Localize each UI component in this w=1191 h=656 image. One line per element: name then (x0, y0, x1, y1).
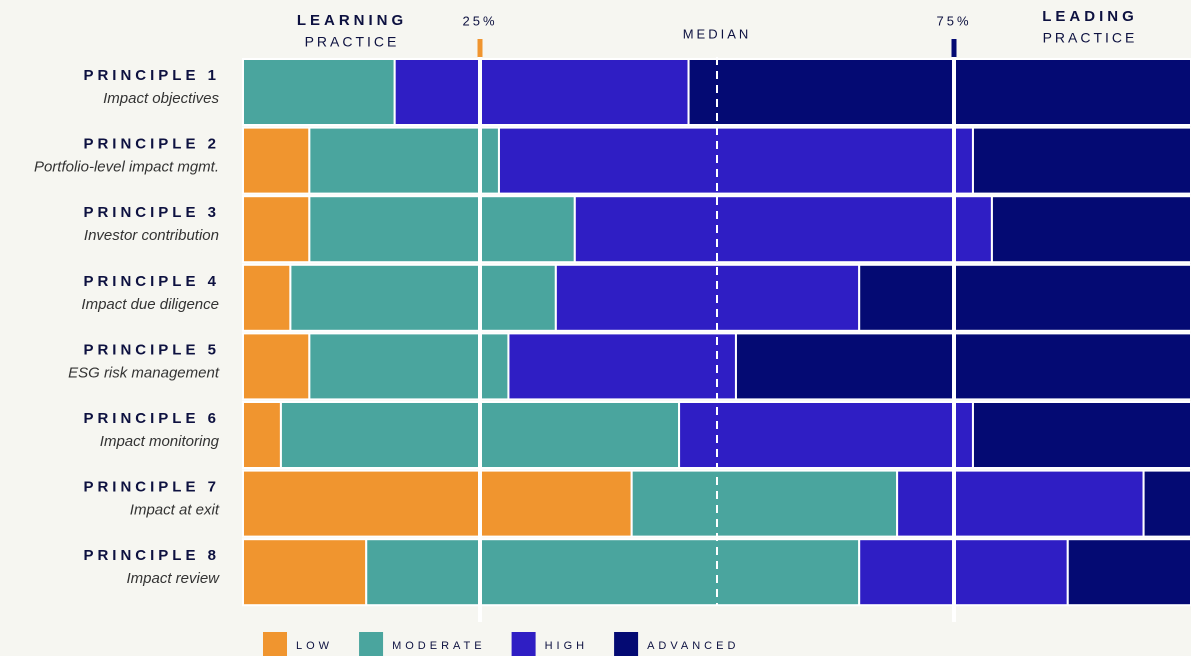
category-description: Impact at exit (130, 502, 220, 519)
reference-label: 75% (936, 13, 971, 28)
category-description: Portfolio-level impact mgmt. (34, 159, 219, 176)
bar-segment (308, 126, 500, 195)
bar-segment (308, 195, 576, 264)
annotation: LEADING (1042, 8, 1138, 25)
reference-label: 25% (462, 13, 497, 28)
legend-swatch (511, 632, 536, 656)
bar-segment (242, 401, 282, 469)
category-label: PRINCIPLE 4 (83, 273, 220, 290)
legend-label: ADVANCED (647, 640, 739, 652)
category-description: Impact monitoring (100, 433, 220, 450)
annotation: PRACTICE (305, 34, 400, 50)
category-label: PRINCIPLE 5 (83, 341, 220, 358)
reference-marker (951, 39, 957, 57)
category-description: Investor contribution (84, 227, 219, 244)
bar-segment (393, 58, 690, 126)
bar-segment (554, 263, 861, 332)
category-label: PRINCIPLE 1 (83, 67, 220, 84)
reference-label: MEDIAN (683, 26, 752, 41)
bar-segment (858, 538, 1069, 607)
category-label: PRINCIPLE 2 (83, 136, 220, 153)
legend-label: LOW (296, 640, 333, 652)
legend-swatch (359, 632, 384, 656)
legend-swatch (614, 632, 639, 656)
annotation: PRACTICE (1043, 30, 1138, 46)
bar-segment (242, 538, 368, 607)
category-description: Impact review (126, 570, 220, 587)
bar-segment (242, 126, 311, 195)
bar-segment (242, 263, 292, 332)
category-description: ESG risk management (68, 364, 220, 381)
bar-segment (678, 401, 974, 469)
category-description: Impact objectives (103, 90, 219, 107)
annotation: LEARNING (297, 12, 407, 29)
bar-segment (687, 58, 1191, 126)
bar-segment (497, 126, 974, 195)
legend-swatch (263, 632, 287, 656)
bar-segment (971, 401, 1191, 469)
bar-segment (289, 263, 557, 332)
bar-segment (242, 332, 311, 401)
category-description: Impact due diligence (81, 296, 219, 313)
category-label: PRINCIPLE 6 (83, 410, 220, 427)
category-label: PRINCIPLE 7 (83, 479, 220, 496)
bar-segment (858, 263, 1191, 332)
bar-segment (308, 332, 510, 401)
legend-label: HIGH (545, 640, 589, 652)
bar-segment (990, 195, 1191, 264)
bar-segment (242, 58, 396, 126)
bar-segment (242, 469, 633, 538)
category-label: PRINCIPLE 3 (83, 204, 220, 221)
bar-segment (242, 195, 311, 264)
bar-segment (365, 538, 861, 607)
bar-segment (630, 469, 899, 538)
bar-segment (971, 126, 1191, 195)
category-label: PRINCIPLE 8 (83, 547, 220, 564)
bar-segment (734, 332, 1191, 401)
bar-segment (1066, 538, 1191, 607)
legend-label: MODERATE (392, 640, 486, 652)
bar-segment (573, 195, 993, 264)
bar-segment (896, 469, 1145, 538)
bar-segment (1142, 469, 1191, 538)
bar-segment (507, 332, 737, 401)
reference-marker (477, 39, 483, 57)
